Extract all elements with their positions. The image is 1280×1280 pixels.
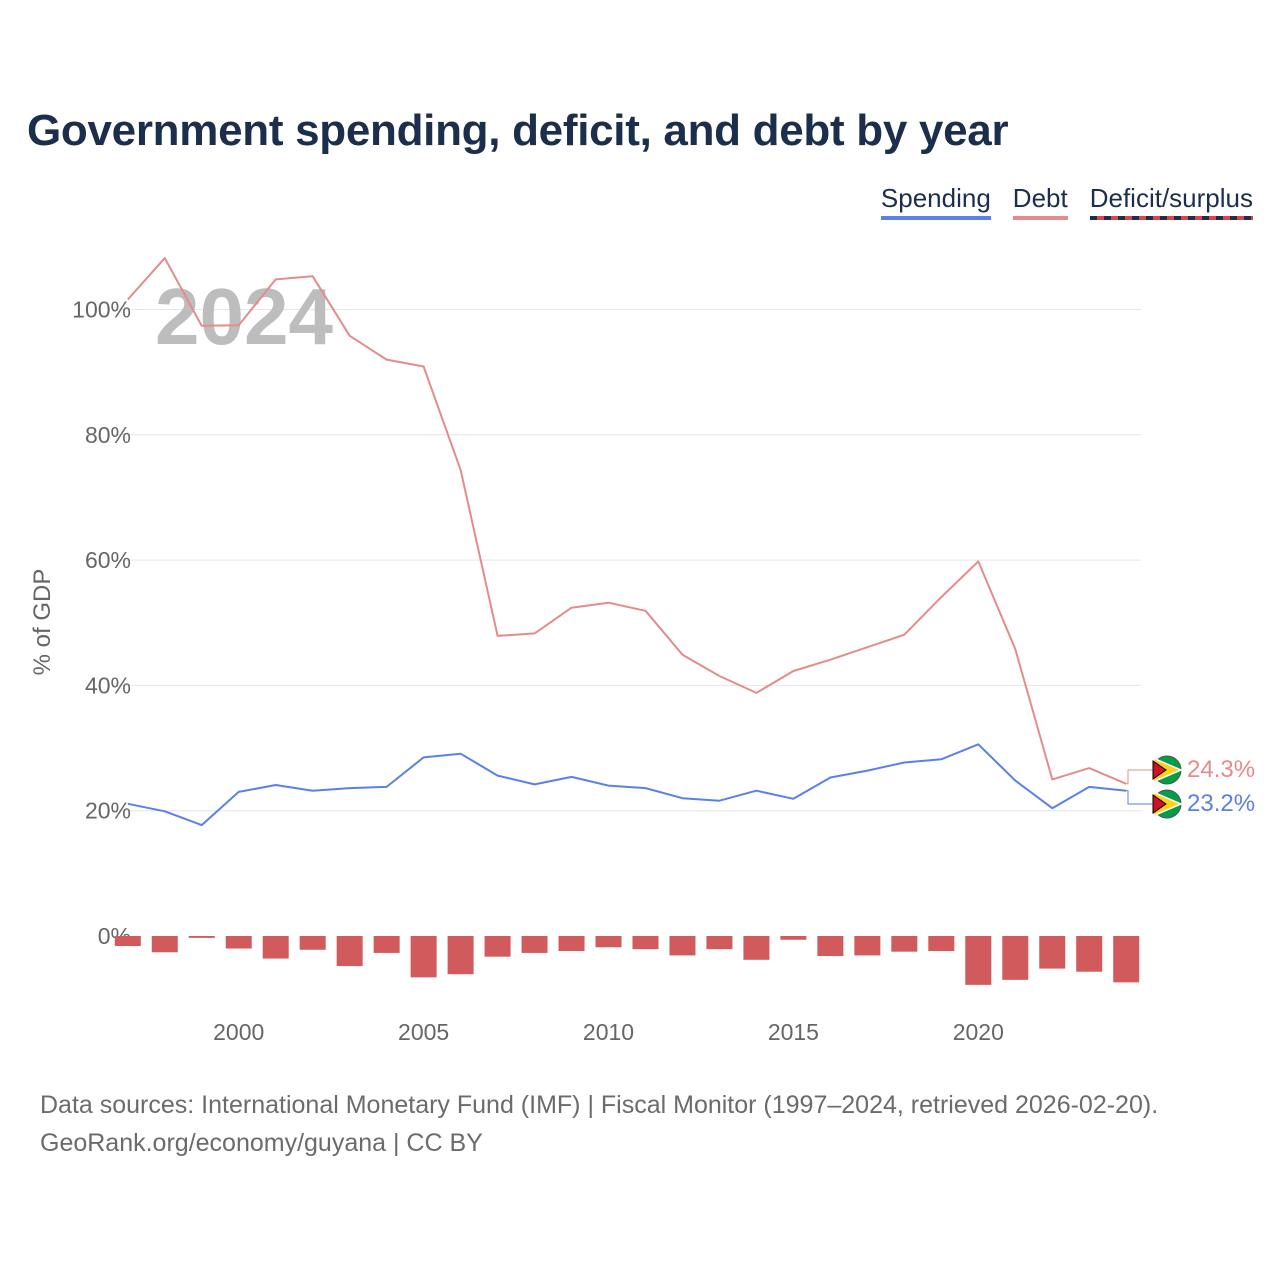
spending-line [127,743,1127,827]
series-lines [127,257,1127,827]
deficit-bar [669,936,696,956]
deficit-bar [854,936,881,956]
data-sources: Data sources: International Monetary Fun… [40,1091,1159,1119]
deficit-bar [484,936,511,957]
deficit-bar [706,936,733,950]
deficit-bar [447,936,474,975]
x-tick-label: 2000 [213,1019,264,1045]
legend-deficit-surplus[interactable]: Deficit/surplus [1089,183,1253,220]
y-tick-label: 20% [85,798,131,824]
footer: Data sources: International Monetary Fun… [40,1086,1158,1162]
deficit-bar [1113,936,1140,983]
debt-end-label: 24.3% [1187,756,1255,783]
deficit-bar [225,936,252,949]
end-markers: 24.3% 23.2% [1126,755,1255,819]
spending-end-label: 23.2% [1187,790,1255,817]
legend: Spending Debt Deficit/surplus [880,183,1253,220]
x-tick-labels: 2000 2005 2010 2015 2020 [213,1019,1004,1045]
deficit-bar [595,936,622,948]
y-tick-label: 80% [85,422,131,448]
deficit-bar [1076,936,1103,972]
deficit-bars [114,936,1140,985]
year-watermark: 2024 [155,272,333,361]
deficit-bar [188,936,215,938]
deficit-bar [410,936,437,978]
deficit-bar [780,936,807,940]
deficit-bar [521,936,548,953]
y-tick-label: 100% [72,297,131,323]
deficit-bar [928,936,955,952]
deficit-bar [1002,936,1029,980]
chart-title: Government spending, deficit, and debt b… [27,106,1009,155]
x-tick-label: 2020 [953,1019,1004,1045]
y-tick-label: 40% [85,672,131,698]
spending-end-connector [1126,790,1153,805]
deficit-bar [114,936,141,947]
debt-line [127,257,1127,785]
deficit-bar [373,936,400,953]
deficit-bar [891,936,918,952]
legend-debt[interactable]: Debt [1012,183,1068,220]
deficit-bar [632,936,659,950]
debt-end-connector [1126,769,1153,785]
gridlines [113,309,1141,812]
deficit-bar [558,936,585,952]
flag-icon [1152,755,1183,785]
y-tick-label: 60% [85,547,131,573]
deficit-bar [262,936,289,959]
deficit-bar [299,936,326,950]
x-tick-label: 2005 [398,1019,449,1045]
deficit-bar [743,936,770,960]
deficit-bar [1039,936,1066,969]
y-tick-labels: 0%20%40%60%80%100% [72,297,131,950]
legend-spending[interactable]: Spending [880,183,991,220]
y-axis-label: % of GDP [29,569,56,676]
deficit-bar [965,936,992,985]
x-tick-label: 2015 [768,1019,819,1045]
x-tick-label: 2010 [583,1019,634,1045]
deficit-bar [336,936,363,967]
flag-icon [1152,789,1183,819]
deficit-bar [151,936,178,953]
attribution: GeoRank.org/economy/guyana | CC BY [40,1129,483,1157]
deficit-bar [817,936,844,957]
